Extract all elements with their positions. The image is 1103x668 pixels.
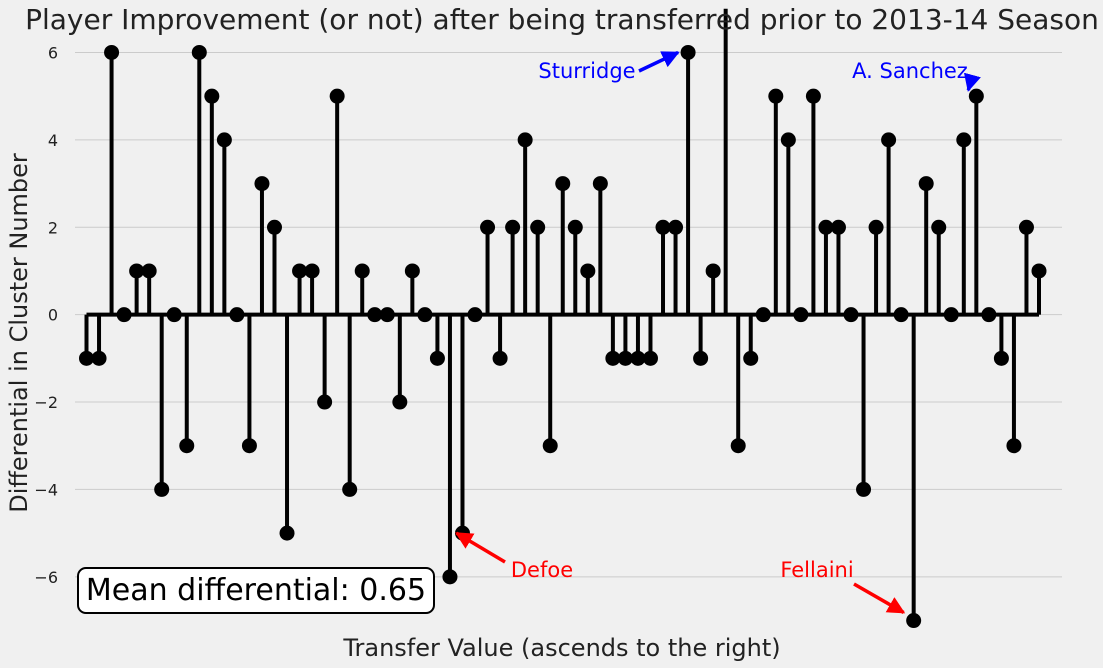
- data-point: [279, 525, 295, 541]
- data-point: [868, 219, 884, 235]
- data-point: [79, 350, 94, 366]
- data-point: [392, 394, 408, 410]
- data-point: [417, 307, 433, 323]
- data-point: [642, 350, 658, 366]
- data-point: [592, 176, 608, 192]
- annotation-label: Defoe: [511, 558, 573, 582]
- y-tick-label: 4: [48, 131, 58, 150]
- data-point: [668, 219, 684, 235]
- data-point: [856, 481, 872, 497]
- data-point: [179, 438, 195, 454]
- data-point: [292, 263, 308, 279]
- data-point: [329, 88, 345, 104]
- data-point: [830, 219, 846, 235]
- data-point: [567, 219, 583, 235]
- data-point: [129, 263, 145, 279]
- annotation-arrow: [963, 72, 981, 92]
- chart-title: Player Improvement (or not) after being …: [25, 3, 1099, 36]
- data-point: [116, 307, 132, 323]
- data-point: [893, 307, 909, 323]
- annotation-arrow: [454, 531, 506, 564]
- data-point: [755, 307, 771, 323]
- data-point: [943, 307, 959, 323]
- data-point: [730, 438, 746, 454]
- mean-differential-box: Mean differential: 0.65: [77, 567, 435, 614]
- data-point: [442, 569, 458, 585]
- data-point: [768, 88, 784, 104]
- data-point: [931, 219, 947, 235]
- data-point: [655, 219, 671, 235]
- data-point: [429, 350, 445, 366]
- annotations: Sturridge A. Sanchez Defoe Fellaini: [454, 50, 981, 615]
- data-point: [354, 263, 370, 279]
- data-point: [204, 88, 220, 104]
- annotation-label: A. Sanchez: [852, 59, 968, 83]
- data-point: [918, 176, 934, 192]
- data-point: [881, 132, 897, 148]
- data-point: [705, 263, 721, 279]
- data-point: [254, 176, 270, 192]
- data-point: [993, 350, 1009, 366]
- data-point: [191, 44, 207, 60]
- y-axis-label: Differential in Cluster Number: [5, 153, 33, 513]
- y-tick-label: 0: [48, 306, 58, 325]
- data-point: [216, 132, 232, 148]
- data-point: [793, 307, 809, 323]
- data-point: [91, 350, 107, 366]
- y-tick-label: −6: [34, 568, 58, 587]
- data-point: [141, 263, 157, 279]
- data-point: [1006, 438, 1022, 454]
- data-point: [693, 350, 709, 366]
- data-point: [981, 307, 997, 323]
- data-point: [166, 307, 182, 323]
- data-point: [1031, 263, 1047, 279]
- data-point: [530, 219, 546, 235]
- data-point: [843, 307, 859, 323]
- data-point: [818, 219, 834, 235]
- data-point: [605, 350, 621, 366]
- data-point: [342, 481, 358, 497]
- data-point: [630, 350, 646, 366]
- data-point: [743, 350, 759, 366]
- y-tick-label: −4: [34, 480, 58, 499]
- data-point: [104, 44, 120, 60]
- data-point: [480, 219, 496, 235]
- y-tick-label: 6: [48, 43, 58, 62]
- annotation-arrow: [638, 50, 680, 73]
- data-point: [617, 350, 633, 366]
- y-tick-labels: −6 −4 −2 0 2 4 6: [34, 43, 58, 586]
- data-point: [229, 307, 245, 323]
- mean-differential-text: Mean differential: 0.65: [86, 573, 426, 608]
- data-point: [317, 394, 333, 410]
- annotation-arrow: [853, 582, 906, 615]
- annotation-label: Sturridge: [538, 59, 635, 83]
- data-point: [367, 307, 383, 323]
- annotation-label: Fellaini: [780, 558, 853, 582]
- data-point: [680, 44, 696, 60]
- data-point: [505, 219, 521, 235]
- data-point: [956, 132, 972, 148]
- data-point: [241, 438, 257, 454]
- data-point: [304, 263, 320, 279]
- y-tick-label: 2: [48, 218, 58, 237]
- y-tick-label: −2: [34, 393, 58, 412]
- data-point: [580, 263, 596, 279]
- data-point: [404, 263, 420, 279]
- data-point: [906, 613, 922, 629]
- x-axis-label: Transfer Value (ascends to the right): [342, 634, 780, 662]
- data-point: [555, 176, 571, 192]
- data-point: [154, 481, 170, 497]
- data-point: [266, 219, 282, 235]
- data-point: [805, 88, 821, 104]
- data-point: [492, 350, 508, 366]
- data-point: [517, 132, 533, 148]
- data-point: [968, 88, 984, 104]
- data-point: [467, 307, 483, 323]
- data-point: [542, 438, 558, 454]
- markers: [79, 44, 1047, 629]
- data-point: [1018, 219, 1034, 235]
- data-point: [379, 307, 395, 323]
- data-point: [780, 132, 796, 148]
